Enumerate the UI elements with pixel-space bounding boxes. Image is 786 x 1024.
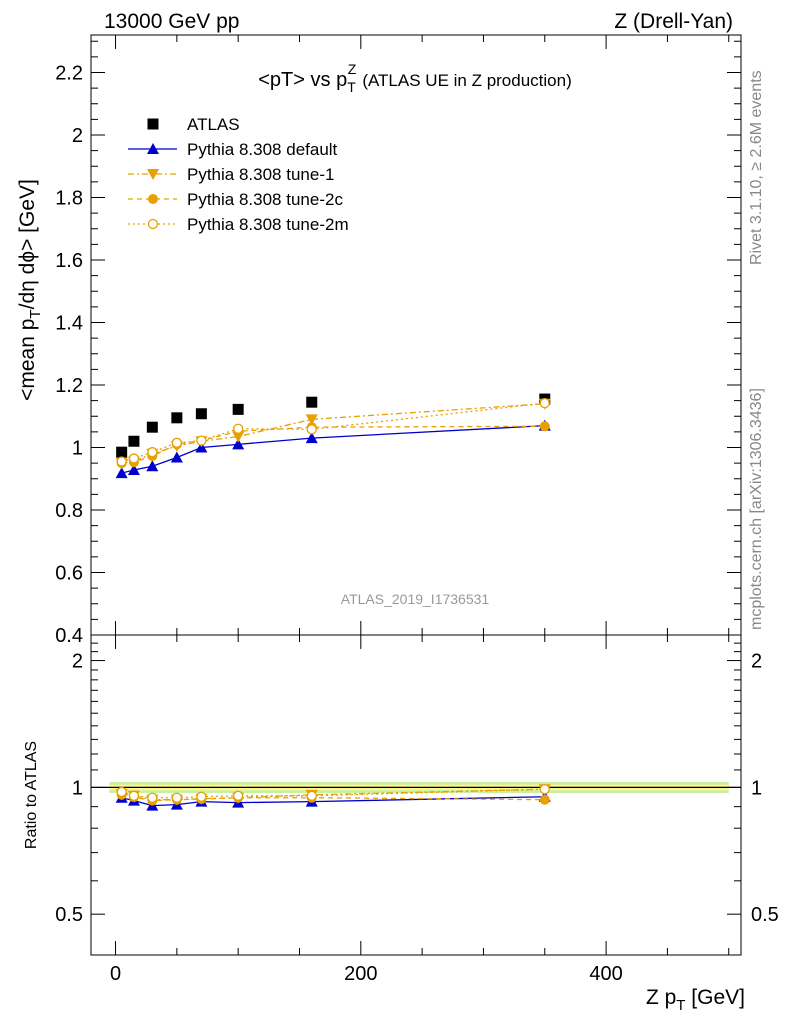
ratio-y-tick-label: 2 <box>72 651 83 673</box>
main-point <box>171 412 183 424</box>
main-y-tick-label: 0.8 <box>55 500 83 522</box>
main-point <box>232 438 245 450</box>
main-watermark: ATLAS_2019_I1736531 <box>341 591 490 607</box>
ratio-point <box>539 794 550 805</box>
main-point <box>147 447 158 458</box>
ratio-panel: 0.5 0.5 1 1 2 2 0 200 400 Ratio to ATLAS Z pT [… <box>23 634 779 1014</box>
main-y-tick-label: 0.4 <box>55 625 83 647</box>
header-left: 13000 GeV pp <box>104 10 239 33</box>
legend-marker <box>148 194 158 204</box>
ratio-y-axis-label: Ratio to ATLAS <box>23 741 40 849</box>
ratio-y-axis: 0.5 0.5 1 1 2 2 <box>55 642 779 926</box>
ratio-series <box>115 784 551 811</box>
main-series-line <box>121 424 545 474</box>
legend-marker <box>147 169 159 180</box>
ratio-y-tick-label: 0.5 <box>55 904 83 926</box>
main-y-tick-label: 2 <box>72 125 83 147</box>
main-y-tick-label: 0.6 <box>55 563 83 585</box>
x-tick-label: 400 <box>589 963 622 985</box>
legend-label: Pythia 8.308 tune-2m <box>187 215 349 234</box>
ratio-y-tick-label-right: 0.5 <box>751 904 779 926</box>
main-y-axis-label: <mean pT/dη dϕ> [GeV] <box>16 179 44 401</box>
main-point <box>305 414 318 426</box>
main-point <box>233 423 244 434</box>
ratio-point <box>196 791 207 802</box>
ratio-point <box>306 790 317 801</box>
ratio-point <box>539 784 550 795</box>
main-y-tick-label: 1.4 <box>55 313 83 335</box>
ratio-plot-frame <box>90 634 742 956</box>
main-point <box>146 421 158 433</box>
main-point <box>539 421 550 432</box>
main-point <box>196 435 207 446</box>
main-point <box>195 408 207 420</box>
ratio-point <box>128 790 140 801</box>
main-y-tick-label: 2.2 <box>55 63 83 85</box>
main-point <box>116 446 128 458</box>
side-text-rivet: Rivet 3.1.10, ≥ 2.6M events <box>748 70 765 265</box>
legend-marker <box>147 218 159 230</box>
ratio-y-tick-label-right: 2 <box>751 651 762 673</box>
legend-label: ATLAS <box>187 115 240 134</box>
main-point <box>171 437 182 448</box>
side-text-mcplots: mcplots.cern.ch [arXiv:1306.3436] <box>748 388 765 630</box>
main-y-tick-label: 1.6 <box>55 250 83 272</box>
ratio-point <box>116 786 127 798</box>
x-tick-label: 200 <box>344 963 377 985</box>
x-axis: 0 200 400 <box>110 635 730 985</box>
ratio-y-tick-label-right: 1 <box>751 777 762 799</box>
main-series-line <box>121 402 545 463</box>
main-panel: 0.4 0.6 0.8 1 1.2 1.4 1.6 1.8 2 2.2 ATLAS_2019_I1… <box>16 34 742 647</box>
main-point <box>127 464 140 475</box>
main-point <box>128 435 140 447</box>
legend-label: Pythia 8.308 tune-1 <box>187 165 334 184</box>
main-y-tick-label: 1.2 <box>55 375 83 397</box>
main-point <box>128 453 140 464</box>
ratio-band <box>91 781 741 793</box>
ratio-point <box>147 792 158 803</box>
main-series-line <box>121 425 545 464</box>
plot-title: <pT> vs pTZ(ATLAS UE in Z production) <box>258 61 572 95</box>
ratio-point <box>233 790 244 801</box>
header-right: Z (Drell-Yan) <box>614 10 733 33</box>
legend-label: Pythia 8.308 default <box>187 140 338 159</box>
main-y-tick-label: 1 <box>72 438 83 460</box>
ratio-point <box>171 792 182 803</box>
legend-label: Pythia 8.308 tune-2c <box>187 190 343 209</box>
main-y-tick-label: 1.8 <box>55 188 83 210</box>
main-point <box>306 424 317 435</box>
x-axis-label: Z pT [GeV] <box>646 986 745 1014</box>
main-point <box>539 397 550 409</box>
main-point <box>170 451 183 463</box>
ratio-y-tick-label: 1 <box>72 777 83 799</box>
main-point <box>305 432 318 444</box>
main-point <box>115 467 128 479</box>
main-point <box>116 456 127 467</box>
legend: ATLAS Pythia 8.308 default Pythia 8.308 tu… <box>128 115 349 234</box>
x-tick-label: 0 <box>110 963 121 985</box>
main-point <box>146 460 159 472</box>
main-y-axis: 0.4 0.6 0.8 1 1.2 1.4 1.6 1.8 2 2.2 <box>55 35 741 647</box>
ratio-series-line <box>121 796 545 807</box>
legend-marker <box>147 118 159 130</box>
main-series <box>115 393 551 479</box>
main-point <box>306 396 318 408</box>
main-point <box>232 403 244 415</box>
legend-marker <box>147 143 159 154</box>
